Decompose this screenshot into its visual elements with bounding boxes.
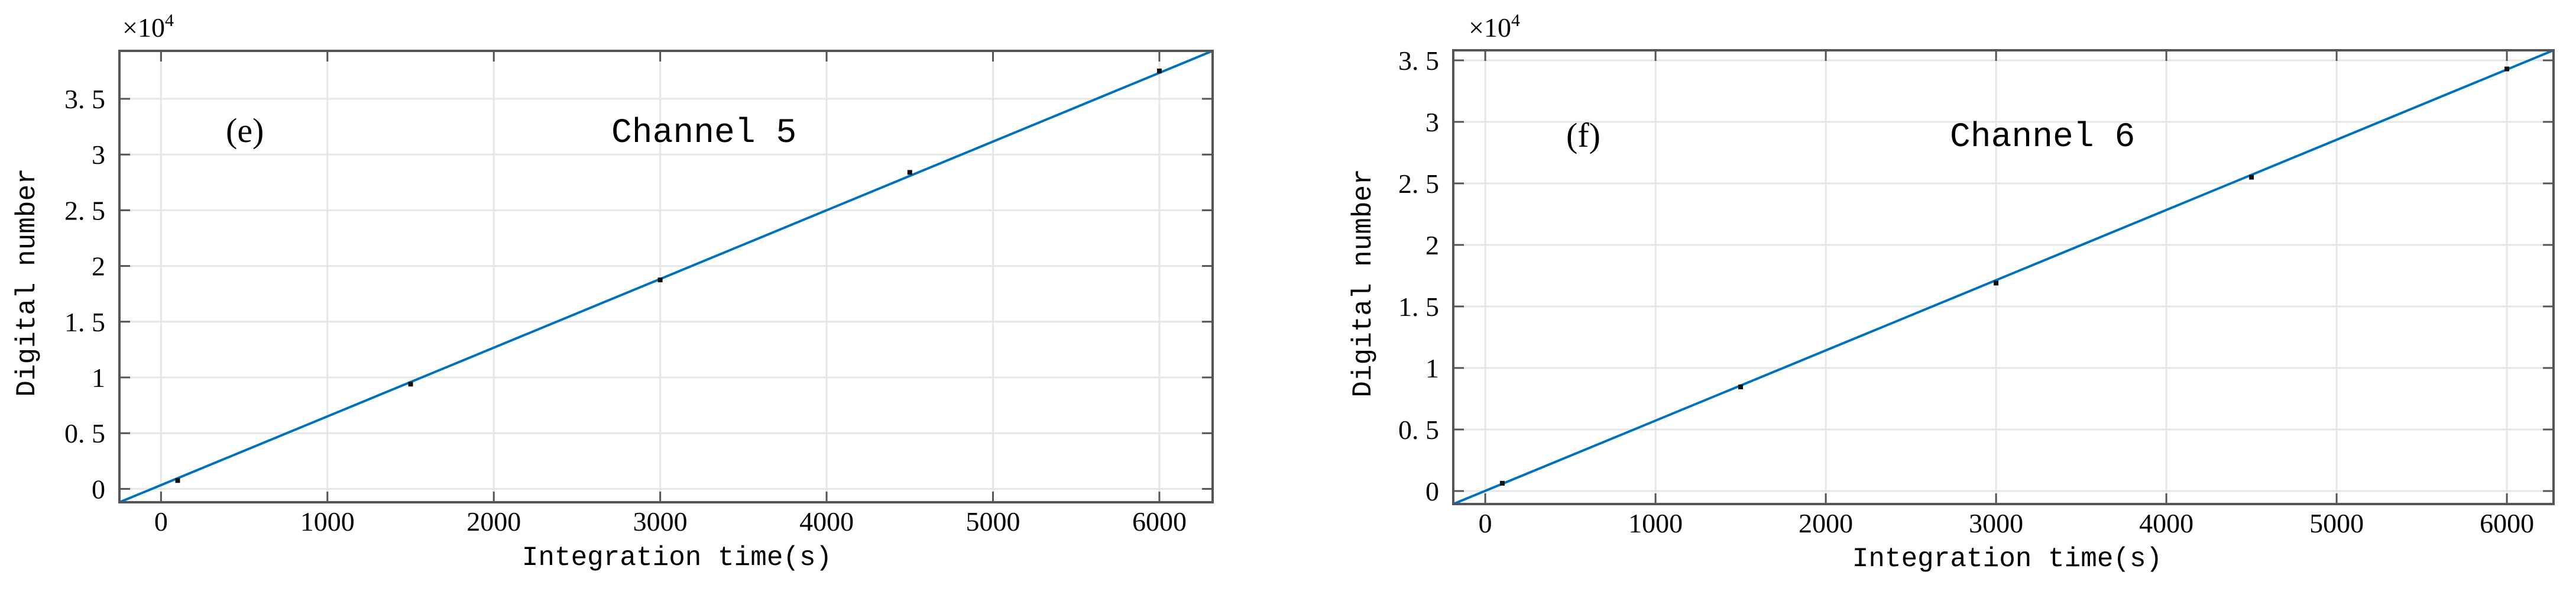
axes-box — [118, 50, 1214, 503]
chart-title: Channel 6 — [1950, 118, 2135, 157]
panel-label: (f) — [1566, 116, 1600, 154]
y-tick-label: 0. 5 — [64, 418, 105, 448]
fit-line — [119, 50, 1213, 503]
chart-panel-channel-6: 0 1000 2000 3000 4000 5000 6000 0 0. 5 1 1. 5 2 2. 5… — [1348, 11, 2555, 574]
y-tick-label: 3. 5 — [1398, 46, 1439, 76]
y-axis-label: Digital number — [1348, 169, 1379, 397]
fit-line — [1453, 49, 2554, 505]
x-tick-label: 3000 — [633, 506, 688, 537]
x-tick-label: 5000 — [2309, 508, 2364, 538]
y-exponent-label: ×104 — [1469, 11, 1520, 43]
x-tick-label: 4000 — [799, 506, 854, 537]
y-tick-label: 1. 5 — [1398, 292, 1439, 322]
x-tick-label: 4000 — [2139, 508, 2193, 538]
data-point — [2504, 66, 2510, 72]
data-point — [2249, 175, 2254, 180]
y-tick-label: 0 — [1425, 476, 1439, 506]
y-tick-label: 1. 5 — [64, 307, 105, 337]
y-tick-label: 1 — [1425, 353, 1439, 383]
y-tick-label: 3 — [1425, 107, 1439, 137]
y-exponent-label: ×104 — [122, 11, 174, 43]
y-tick-label: 2. 5 — [64, 195, 105, 225]
y-tick-label: 2 — [1425, 230, 1439, 260]
x-tick-label: 6000 — [2480, 508, 2534, 538]
y-tick-label: 1 — [92, 363, 105, 393]
axes-box — [1452, 49, 2555, 505]
data-point — [1156, 68, 1162, 73]
y-tick-label: 0. 5 — [1398, 415, 1439, 445]
y-tick-label: 3. 5 — [64, 84, 105, 114]
x-tick-label: 0 — [154, 506, 168, 537]
x-tick-label: 5000 — [966, 506, 1020, 537]
x-tick-label: 1000 — [1628, 508, 1683, 538]
data-point — [1738, 385, 1744, 390]
x-tick-label: 2000 — [466, 506, 521, 537]
x-axis-label: Integration time(s) — [1852, 544, 2163, 574]
data-point — [175, 478, 180, 483]
x-tick-label: 0 — [1479, 508, 1492, 538]
x-tick-label: 3000 — [1969, 508, 2023, 538]
data-point — [408, 382, 413, 387]
chart-title: Channel 5 — [611, 114, 796, 153]
x-tick-label: 2000 — [1799, 508, 1853, 538]
data-point — [907, 170, 912, 175]
data-point — [1499, 480, 1505, 486]
data-point — [1994, 280, 1999, 286]
y-tick-label: 0 — [92, 474, 105, 504]
x-axis-label: Integration time(s) — [522, 542, 832, 573]
data-point — [657, 277, 663, 283]
y-tick-label: 2 — [92, 251, 105, 282]
x-tick-label: 6000 — [1132, 506, 1187, 537]
x-tick-label: 1000 — [300, 506, 355, 537]
panel-label: (e) — [226, 111, 264, 150]
y-tick-label: 3 — [92, 140, 105, 170]
y-tick-label: 2. 5 — [1398, 169, 1439, 199]
y-axis-label: Digital number — [12, 168, 43, 396]
chart-panel-channel-5: 0 1000 2000 3000 4000 5000 6000 0 0. 5 1 1. 5 2 2. 5… — [12, 11, 1214, 573]
